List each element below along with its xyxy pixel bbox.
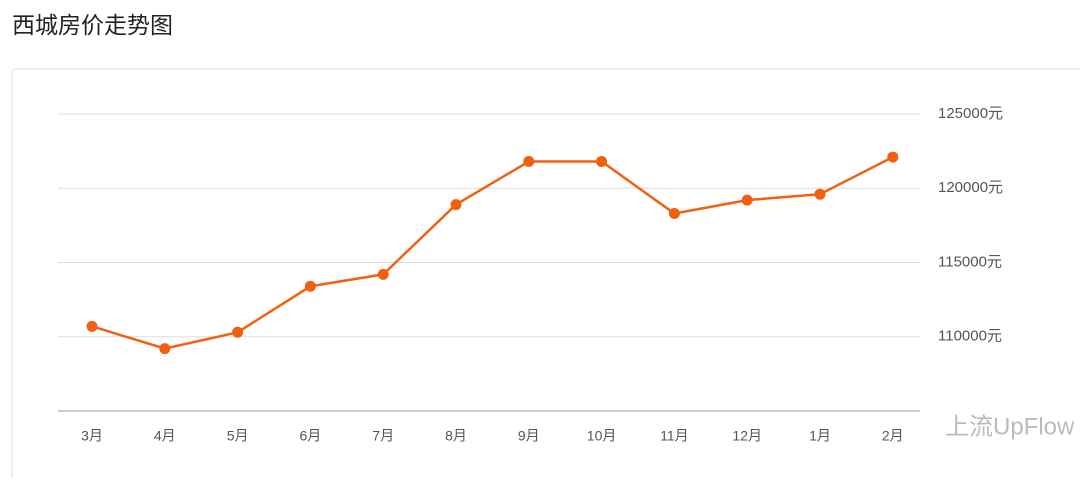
point: [450, 199, 462, 211]
y-tick-label: 120000元: [938, 179, 1003, 196]
y-tick-label: 125000元: [938, 105, 1003, 122]
x-tick-label: 10月: [587, 428, 617, 444]
x-tick-label: 6月: [300, 428, 322, 444]
x-tick-label: 12月: [732, 428, 762, 444]
point: [596, 156, 608, 168]
line: [91, 155, 894, 350]
point: [232, 326, 244, 338]
x-tick-label: 7月: [372, 428, 394, 444]
point: [887, 151, 899, 163]
point: [86, 320, 98, 332]
x-tick-label: 3月: [81, 428, 103, 444]
chart-card: [11, 68, 1080, 483]
watermark: 上流UpFlow: [945, 413, 1075, 440]
x-tick-label: 8月: [445, 428, 467, 444]
x-tick-label: 11月: [660, 428, 689, 444]
x-tick-label: 1月: [809, 428, 831, 444]
point: [814, 188, 826, 200]
point: [159, 343, 171, 355]
point: [377, 268, 389, 280]
point: [304, 280, 316, 292]
x-tick-label: 9月: [518, 428, 540, 444]
y-tick-label: 115000元: [938, 253, 1002, 270]
point: [523, 156, 535, 168]
point: [668, 207, 680, 219]
x-tick-label: 5月: [227, 428, 249, 444]
point: [741, 194, 753, 206]
chart-title: 西城房价走势图: [12, 12, 173, 38]
x-tick-label: 2月: [882, 428, 904, 444]
y-tick-label: 110000元: [938, 328, 1002, 345]
x-tick-label: 4月: [154, 428, 176, 444]
